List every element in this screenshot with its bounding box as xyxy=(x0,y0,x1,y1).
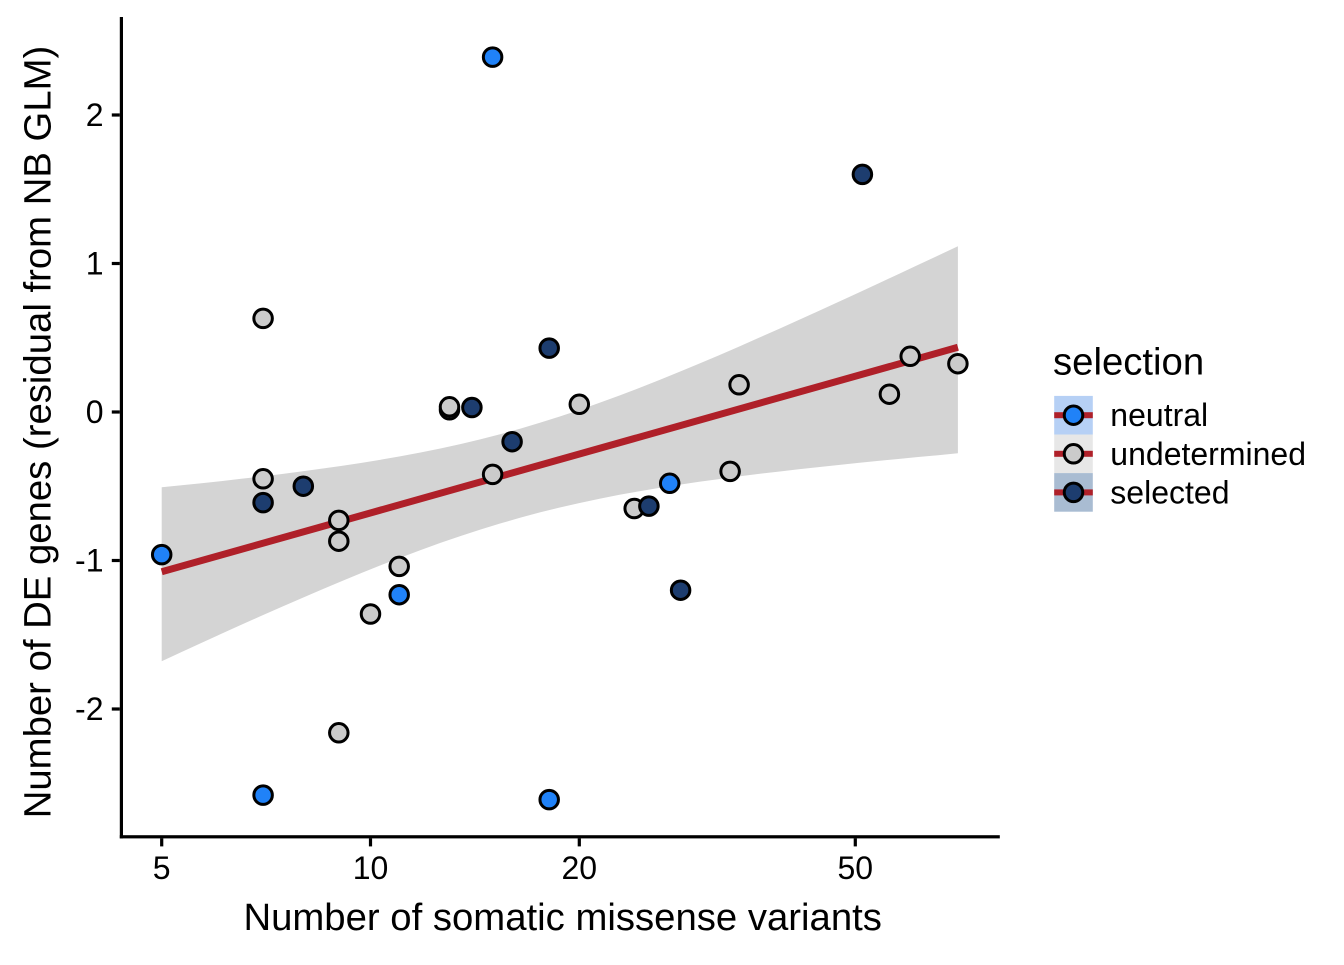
svg-text:undetermined: undetermined xyxy=(1110,436,1306,472)
svg-text:Number of somatic missense var: Number of somatic missense variants xyxy=(243,896,882,939)
svg-text:50: 50 xyxy=(838,850,874,886)
svg-text:10: 10 xyxy=(353,850,389,886)
svg-text:neutral: neutral xyxy=(1110,397,1208,433)
svg-text:2: 2 xyxy=(86,97,104,133)
svg-text:-1: -1 xyxy=(75,543,103,579)
svg-text:1: 1 xyxy=(86,246,104,282)
svg-text:-2: -2 xyxy=(75,691,103,727)
svg-text:selection: selection xyxy=(1053,341,1204,384)
svg-text:selected: selected xyxy=(1110,474,1229,510)
svg-text:5: 5 xyxy=(153,850,171,886)
svg-text:20: 20 xyxy=(562,850,598,886)
svg-text:0: 0 xyxy=(86,394,104,430)
svg-text:Number of DE genes (residual f: Number of DE genes (residual from NB GLM… xyxy=(17,46,60,819)
